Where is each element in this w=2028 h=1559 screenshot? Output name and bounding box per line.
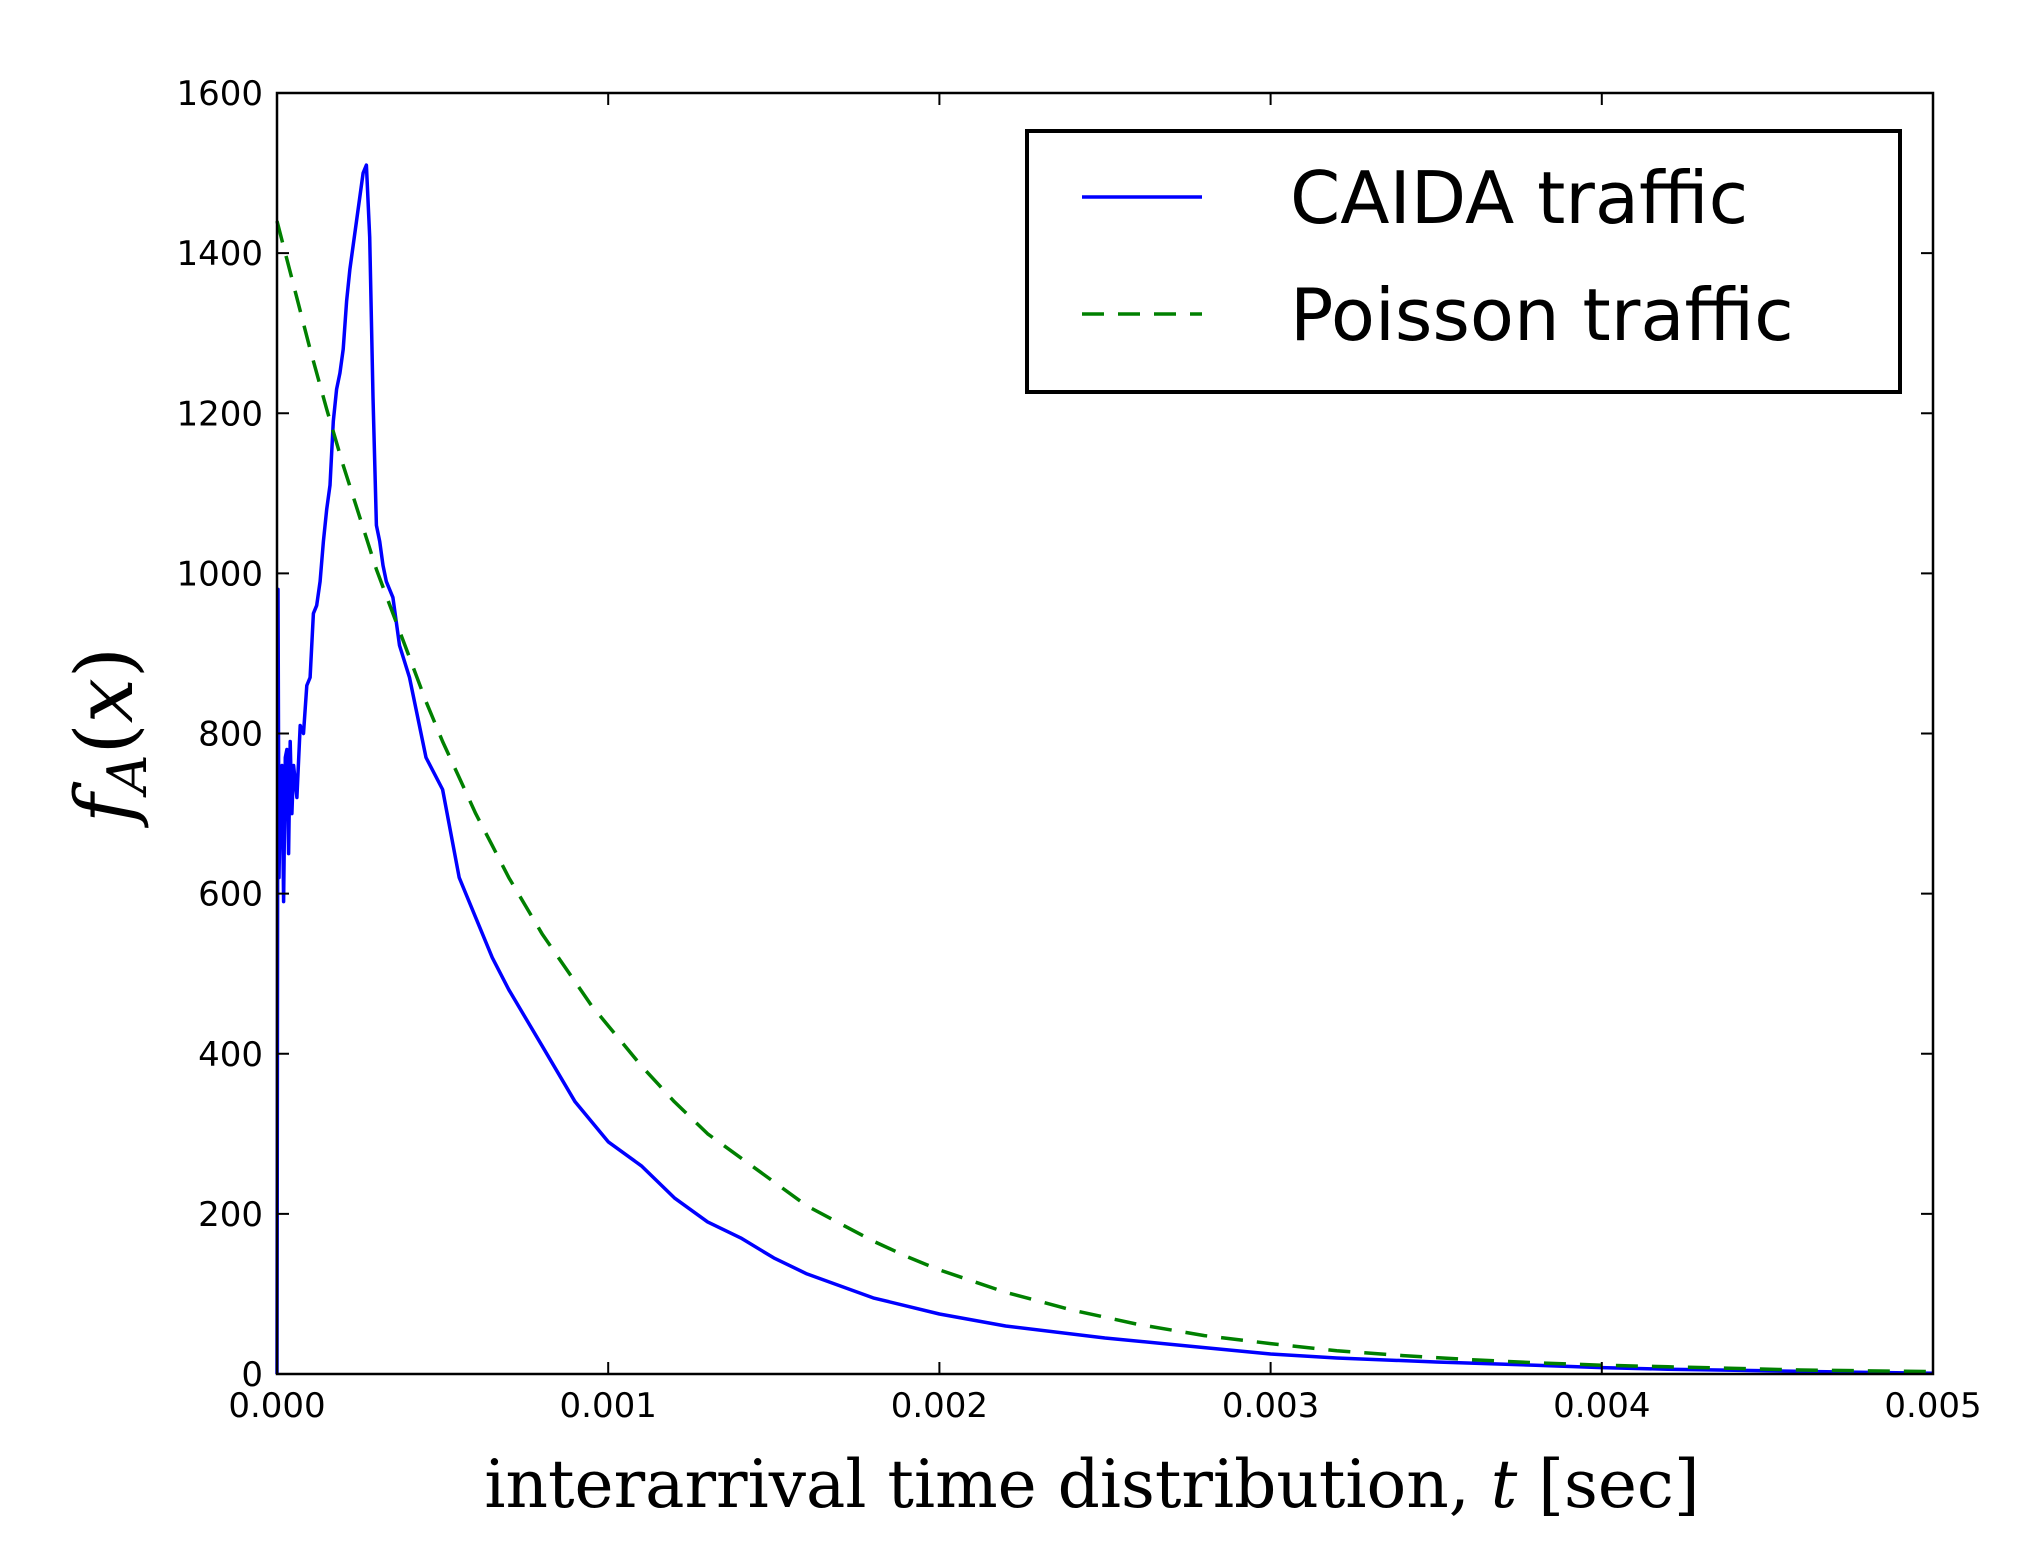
- x-tick-label: 0.000: [228, 1386, 325, 1426]
- legend-label-caida: CAIDA traffic: [1290, 156, 1748, 240]
- y-tick-label: 800: [198, 715, 263, 755]
- y-tick-label: 1400: [176, 234, 263, 274]
- y-axis-title: fA(x): [58, 647, 159, 828]
- y-tick-label: 0: [241, 1355, 263, 1395]
- x-axis-title-var: t: [1491, 1446, 1518, 1523]
- y-axis-title-sub: A: [96, 754, 159, 798]
- legend: CAIDA traffic Poisson traffic: [1025, 129, 1902, 394]
- legend-label-poisson: Poisson traffic: [1290, 273, 1794, 357]
- x-axis-title-prefix: interarrival time distribution,: [484, 1446, 1490, 1523]
- x-tick-label: 0.004: [1553, 1386, 1650, 1426]
- y-tick-label: 200: [198, 1195, 263, 1235]
- x-axis-title-suffix: [sec]: [1517, 1446, 1699, 1523]
- legend-box: [1025, 129, 1902, 394]
- series-line-caida: [275, 163, 1934, 1375]
- ticks-layer: 0.000 0.001 0.002 0.003 0.004 0.005 0 200 400 600…: [176, 74, 1981, 1426]
- y-axis-title-open: (: [58, 723, 151, 754]
- y-tick-label: 1600: [176, 74, 263, 114]
- series-line-poisson: [275, 220, 1934, 1374]
- y-tick-label: 600: [198, 875, 263, 915]
- y-axis-title-var: x: [58, 678, 151, 723]
- x-axis-title: interarrival time distribution, t [sec]: [484, 1446, 1699, 1523]
- series-layer: [275, 163, 1934, 1375]
- x-tick-label: 0.001: [560, 1386, 657, 1426]
- y-tick-label: 1200: [176, 394, 263, 434]
- y-tick-label: 400: [198, 1035, 263, 1075]
- x-tick-label: 0.005: [1884, 1386, 1981, 1426]
- x-tick-label: 0.003: [1222, 1386, 1319, 1426]
- y-tick-label: 1000: [176, 554, 263, 594]
- x-tick-label: 0.002: [891, 1386, 988, 1426]
- y-axis-title-close: ): [58, 647, 151, 678]
